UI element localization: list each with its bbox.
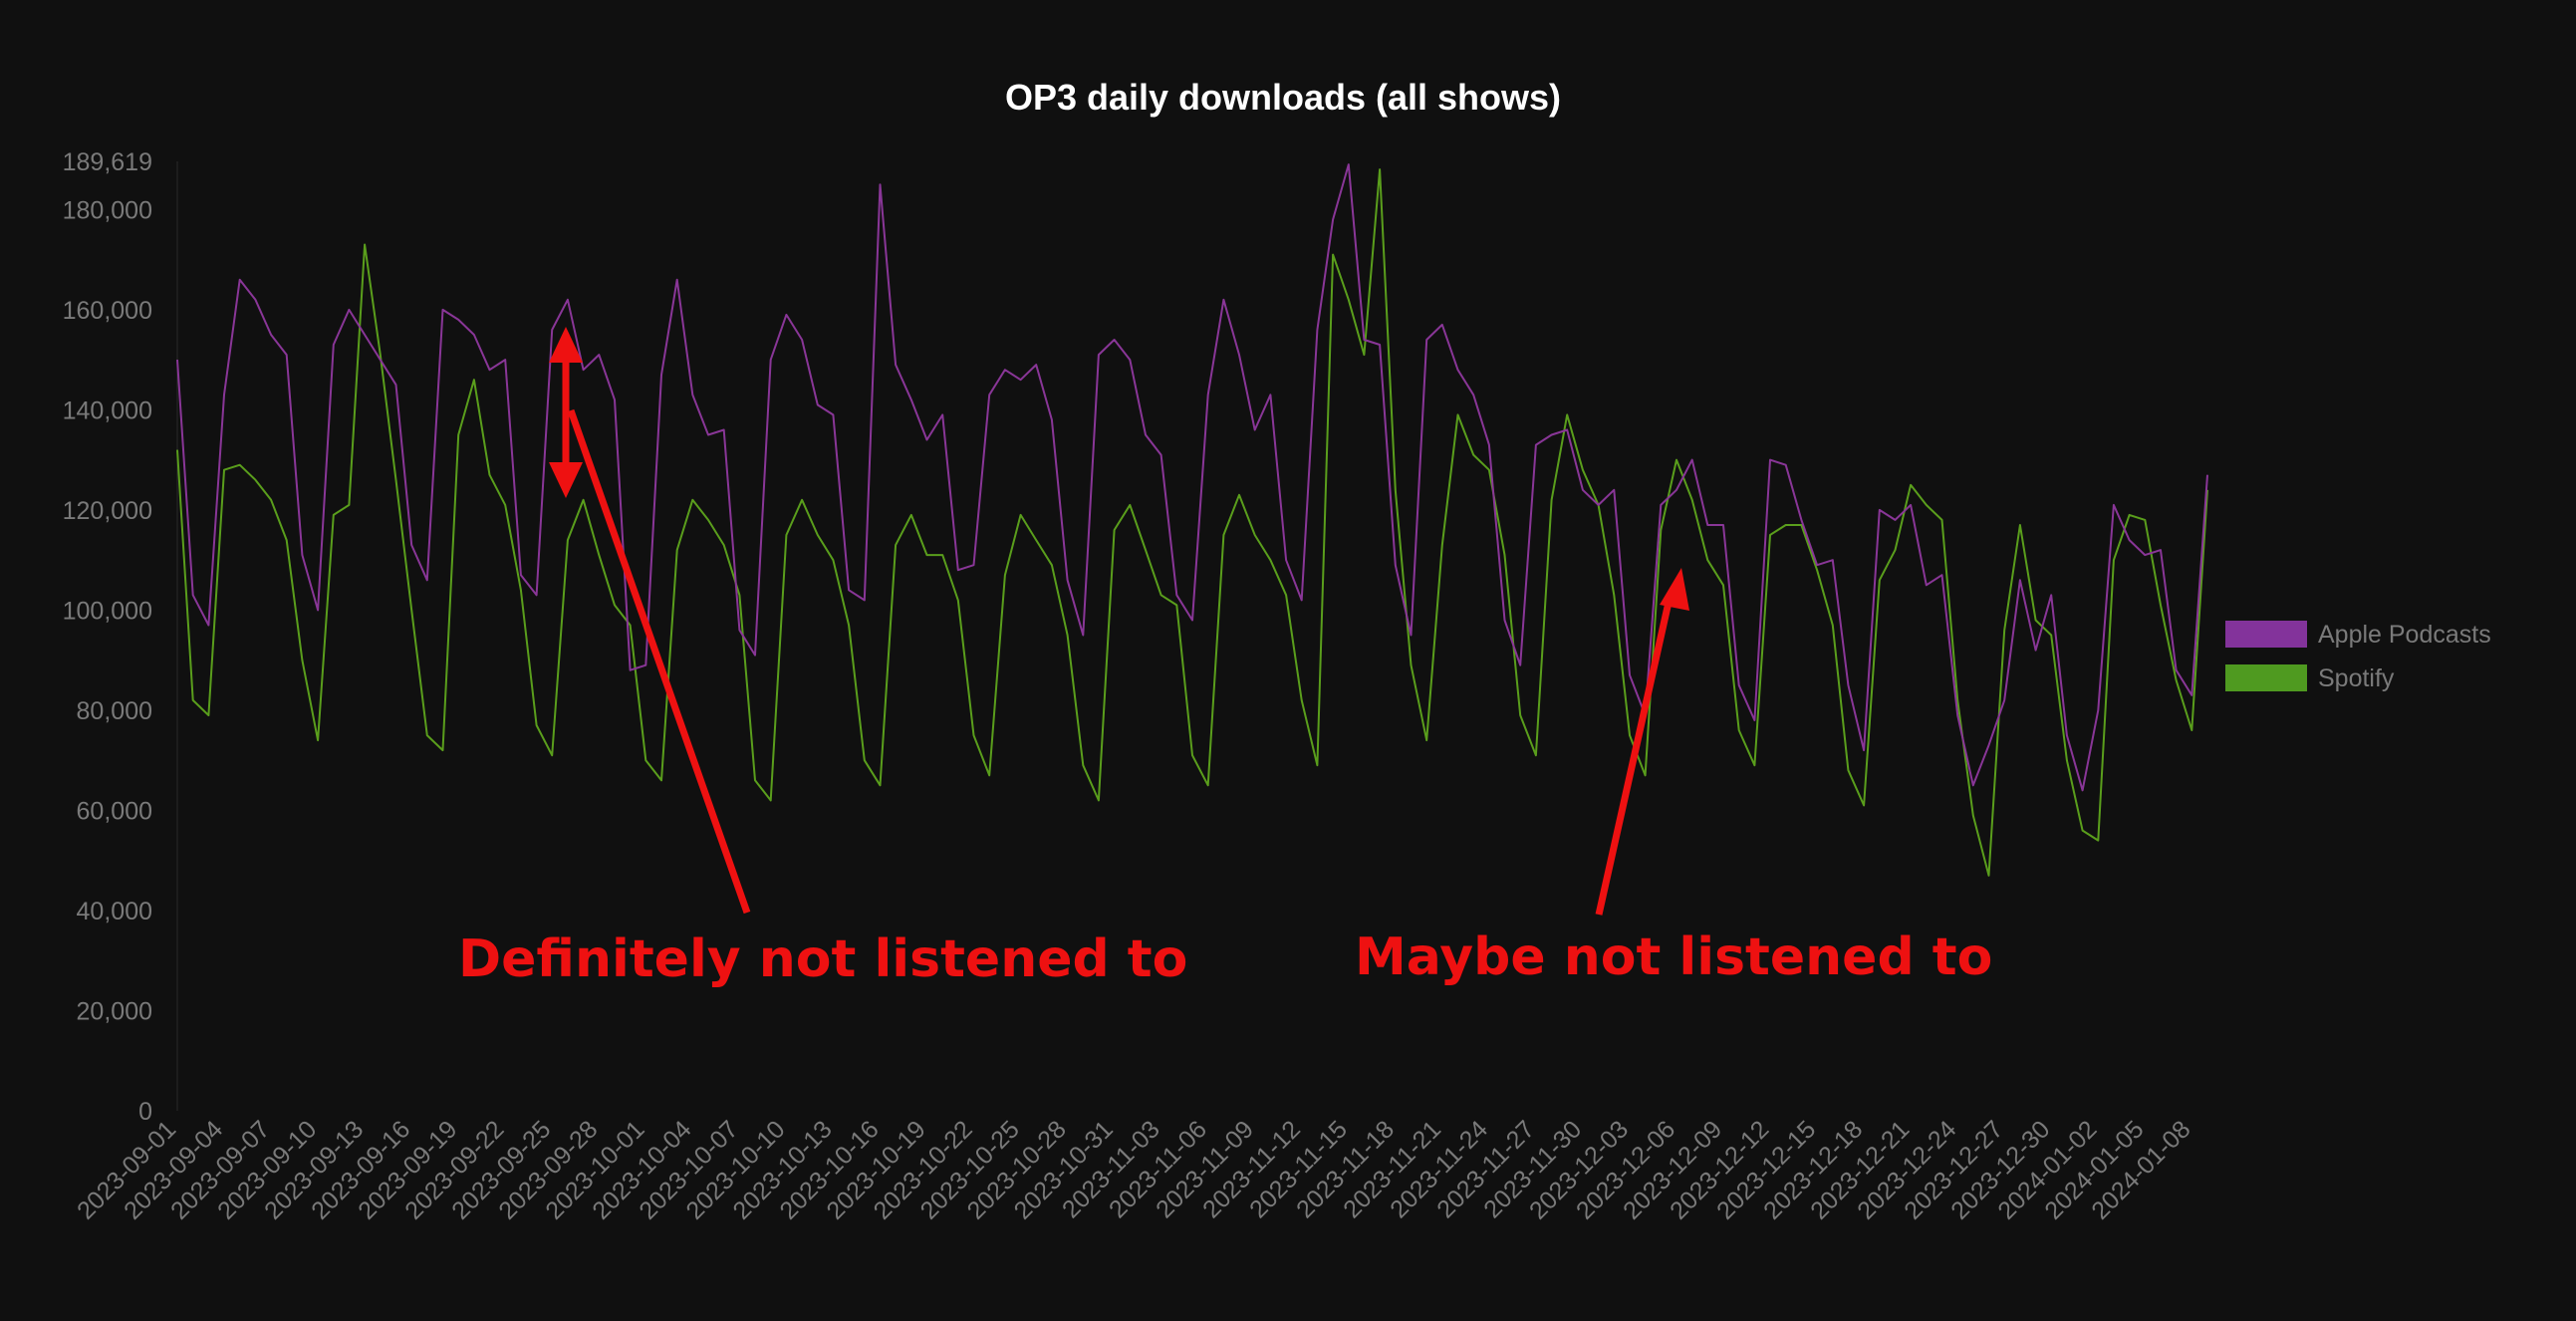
y-tick-label: 120,000 [63, 497, 152, 525]
arrow-right-shaft [1595, 597, 1674, 916]
y-tick-label: 160,000 [63, 297, 152, 325]
double-arrow-up-head [549, 327, 583, 363]
annotation-definitely: Definitely not listened to [458, 929, 1187, 989]
legend-label: Apple Podcasts [2318, 621, 2491, 649]
annotation-arrows [549, 327, 1689, 916]
legend-swatch [2225, 664, 2307, 691]
y-tick-label: 0 [138, 1098, 152, 1126]
y-tick-label: 140,000 [63, 396, 152, 424]
arrow-left-shaft [567, 408, 751, 915]
y-tick-label: 20,000 [77, 997, 152, 1025]
arrow-right-head [1660, 568, 1689, 611]
chart-title: OP3 daily downloads (all shows) [1005, 77, 1561, 118]
legend-label: Spotify [2318, 664, 2395, 692]
y-tick-label: 40,000 [77, 898, 152, 925]
series-lines [176, 163, 2208, 877]
x-axis: 2023-09-012023-09-042023-09-072023-09-10… [72, 1115, 2196, 1224]
y-tick-label: 100,000 [63, 597, 152, 625]
annotation-maybe: Maybe not listened to [1355, 927, 1992, 987]
series-line-apple-podcasts [176, 163, 2208, 792]
y-tick-label: 60,000 [77, 797, 152, 825]
series-line-spotify [176, 168, 2208, 877]
y-tick-label: 180,000 [63, 196, 152, 224]
legend-swatch [2225, 621, 2307, 648]
y-axis: 0 20,000 40,000 60,000 80,000 100,000 120,000 1… [63, 148, 178, 1126]
y-tick-label: 80,000 [77, 697, 152, 725]
legend: Apple Podcasts Spotify [2225, 621, 2491, 692]
y-max-label: 189,619 [63, 148, 152, 176]
double-arrow-down-head [549, 462, 583, 498]
